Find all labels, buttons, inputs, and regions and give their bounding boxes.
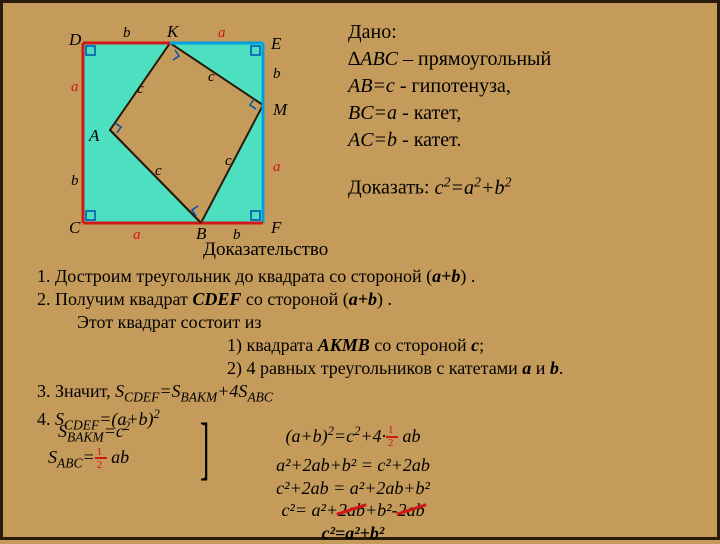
pythagoras-diagram: D K E M F B C A b a b a b a b a <box>63 23 283 243</box>
proof-line-6: 3. Значит, SCDEF=SBAKM+4SABC <box>37 380 697 406</box>
eq-sbakm: SBAKM=c2 <box>58 418 130 446</box>
given-line-1: ∆ABC – прямоугольный <box>348 46 551 73</box>
svg-text:b: b <box>71 173 79 189</box>
eq-expand-2: a²+2ab+b² = c²+2ab <box>213 454 493 477</box>
svg-text:c: c <box>208 69 215 85</box>
svg-text:b: b <box>273 66 281 82</box>
given-title: Дано: <box>348 19 551 46</box>
svg-text:b: b <box>123 25 131 41</box>
svg-text:c: c <box>225 153 232 169</box>
svg-text:A: A <box>88 126 100 145</box>
svg-text:a: a <box>133 227 141 243</box>
proof-body: 1. Достроим треугольник до квадрата со с… <box>37 265 697 434</box>
proof-title: Доказательство <box>203 239 328 261</box>
eq-sabc: SABC= ab <box>48 446 130 472</box>
given-line-4: AC=b - катет. <box>348 127 551 154</box>
svg-text:C: C <box>69 218 81 237</box>
curly-bracket-icon: ] <box>200 409 209 489</box>
right-formulas: (a+b)2=c2+4· ab a²+2ab+b² = c²+2ab c²+2a… <box>213 424 493 544</box>
proof-line-5: 2) 4 равных треугольников с катетами a и… <box>37 357 697 380</box>
svg-text:c: c <box>155 163 162 179</box>
svg-text:F: F <box>270 218 282 237</box>
given-block: Дано: ∆ABC – прямоугольный AB=c - гипоте… <box>348 19 551 154</box>
given-line-3: BC=a - катет, <box>348 100 551 127</box>
svg-text:M: M <box>272 100 288 119</box>
left-formulas: SBAKM=c2 SABC= ab <box>58 418 130 472</box>
proof-line-4: 1) квадрата AKMB со стороной с; <box>37 334 697 357</box>
svg-text:D: D <box>68 30 82 49</box>
proof-line-1: 1. Достроим треугольник до квадрата со с… <box>37 265 697 288</box>
proof-line-3: Этот квадрат состоит из <box>37 311 697 334</box>
eq-expand-4: c²= a²+2ab+b²-2ab <box>213 499 493 522</box>
prove-block: Доказать: c2=a2+b2 <box>348 175 512 200</box>
svg-text:a: a <box>218 25 226 41</box>
svg-text:a: a <box>273 159 281 175</box>
proof-line-2: 2. Получим квадрат CDEF со стороной (a+b… <box>37 288 697 311</box>
svg-text:K: K <box>166 23 180 41</box>
svg-text:E: E <box>270 34 282 53</box>
eq-expand-1: (a+b)2=c2+4· ab <box>213 424 493 448</box>
given-line-2: AB=c - гипотенуза, <box>348 73 551 100</box>
eq-expand-3: c²+2ab = a²+2ab+b² <box>213 477 493 500</box>
svg-text:a: a <box>71 79 79 95</box>
prove-label: Доказать: <box>348 177 435 199</box>
svg-text:c: c <box>137 81 144 97</box>
eq-result: c²=a²+b² <box>213 522 493 544</box>
